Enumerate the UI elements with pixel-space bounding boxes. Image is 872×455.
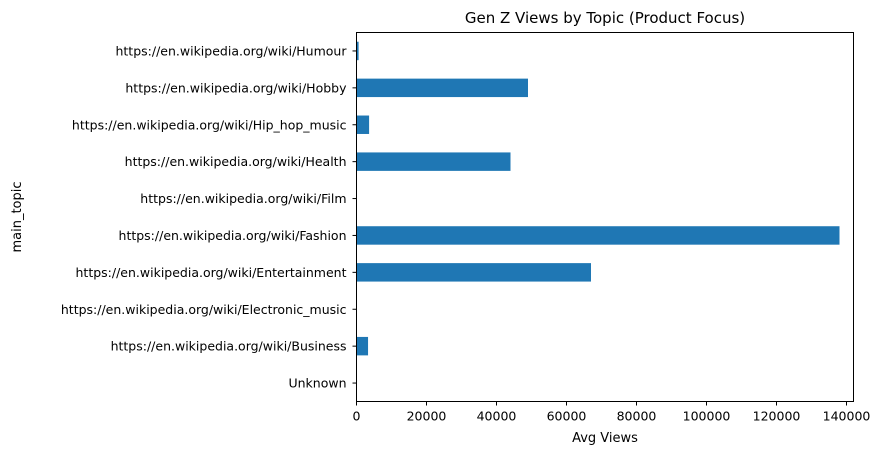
bar: [356, 226, 840, 245]
bar: [356, 115, 370, 134]
bar: [356, 263, 591, 282]
bar: [356, 41, 359, 61]
bar: [356, 152, 511, 171]
x-tick-label: 20000: [407, 409, 447, 424]
y-tick-label: https://en.wikipedia.org/wiki/Hobby: [125, 80, 347, 95]
x-tick-label: 60000: [547, 409, 587, 424]
y-axis-label: main_topic: [10, 181, 25, 252]
y-tick-label: https://en.wikipedia.org/wiki/Hip_hop_mu…: [72, 117, 347, 132]
plot-frame: [356, 32, 854, 402]
x-tick-label: 40000: [477, 409, 517, 424]
y-tick-label: https://en.wikipedia.org/wiki/Fashion: [119, 228, 347, 243]
bar: [356, 78, 528, 98]
bar: [356, 336, 369, 356]
x-axis-label: Avg Views: [572, 431, 638, 446]
y-tick-label: https://en.wikipedia.org/wiki/Humour: [115, 43, 347, 58]
y-tick-label: https://en.wikipedia.org/wiki/Electronic…: [61, 302, 347, 317]
x-tick-label: 120000: [753, 409, 801, 424]
x-tick-label: 0: [353, 409, 361, 424]
y-tick-label: https://en.wikipedia.org/wiki/Entertainm…: [76, 265, 347, 280]
y-tick-label: https://en.wikipedia.org/wiki/Business: [111, 339, 347, 354]
y-tick-label: https://en.wikipedia.org/wiki/Health: [125, 154, 347, 169]
y-tick-label: Unknown: [288, 376, 346, 391]
y-tick-label: https://en.wikipedia.org/wiki/Film: [140, 191, 346, 206]
chart-title: Gen Z Views by Topic (Product Focus): [465, 9, 745, 27]
x-tick-label: 100000: [683, 409, 731, 424]
x-tick-label: 80000: [617, 409, 657, 424]
x-tick-label: 140000: [823, 409, 871, 424]
